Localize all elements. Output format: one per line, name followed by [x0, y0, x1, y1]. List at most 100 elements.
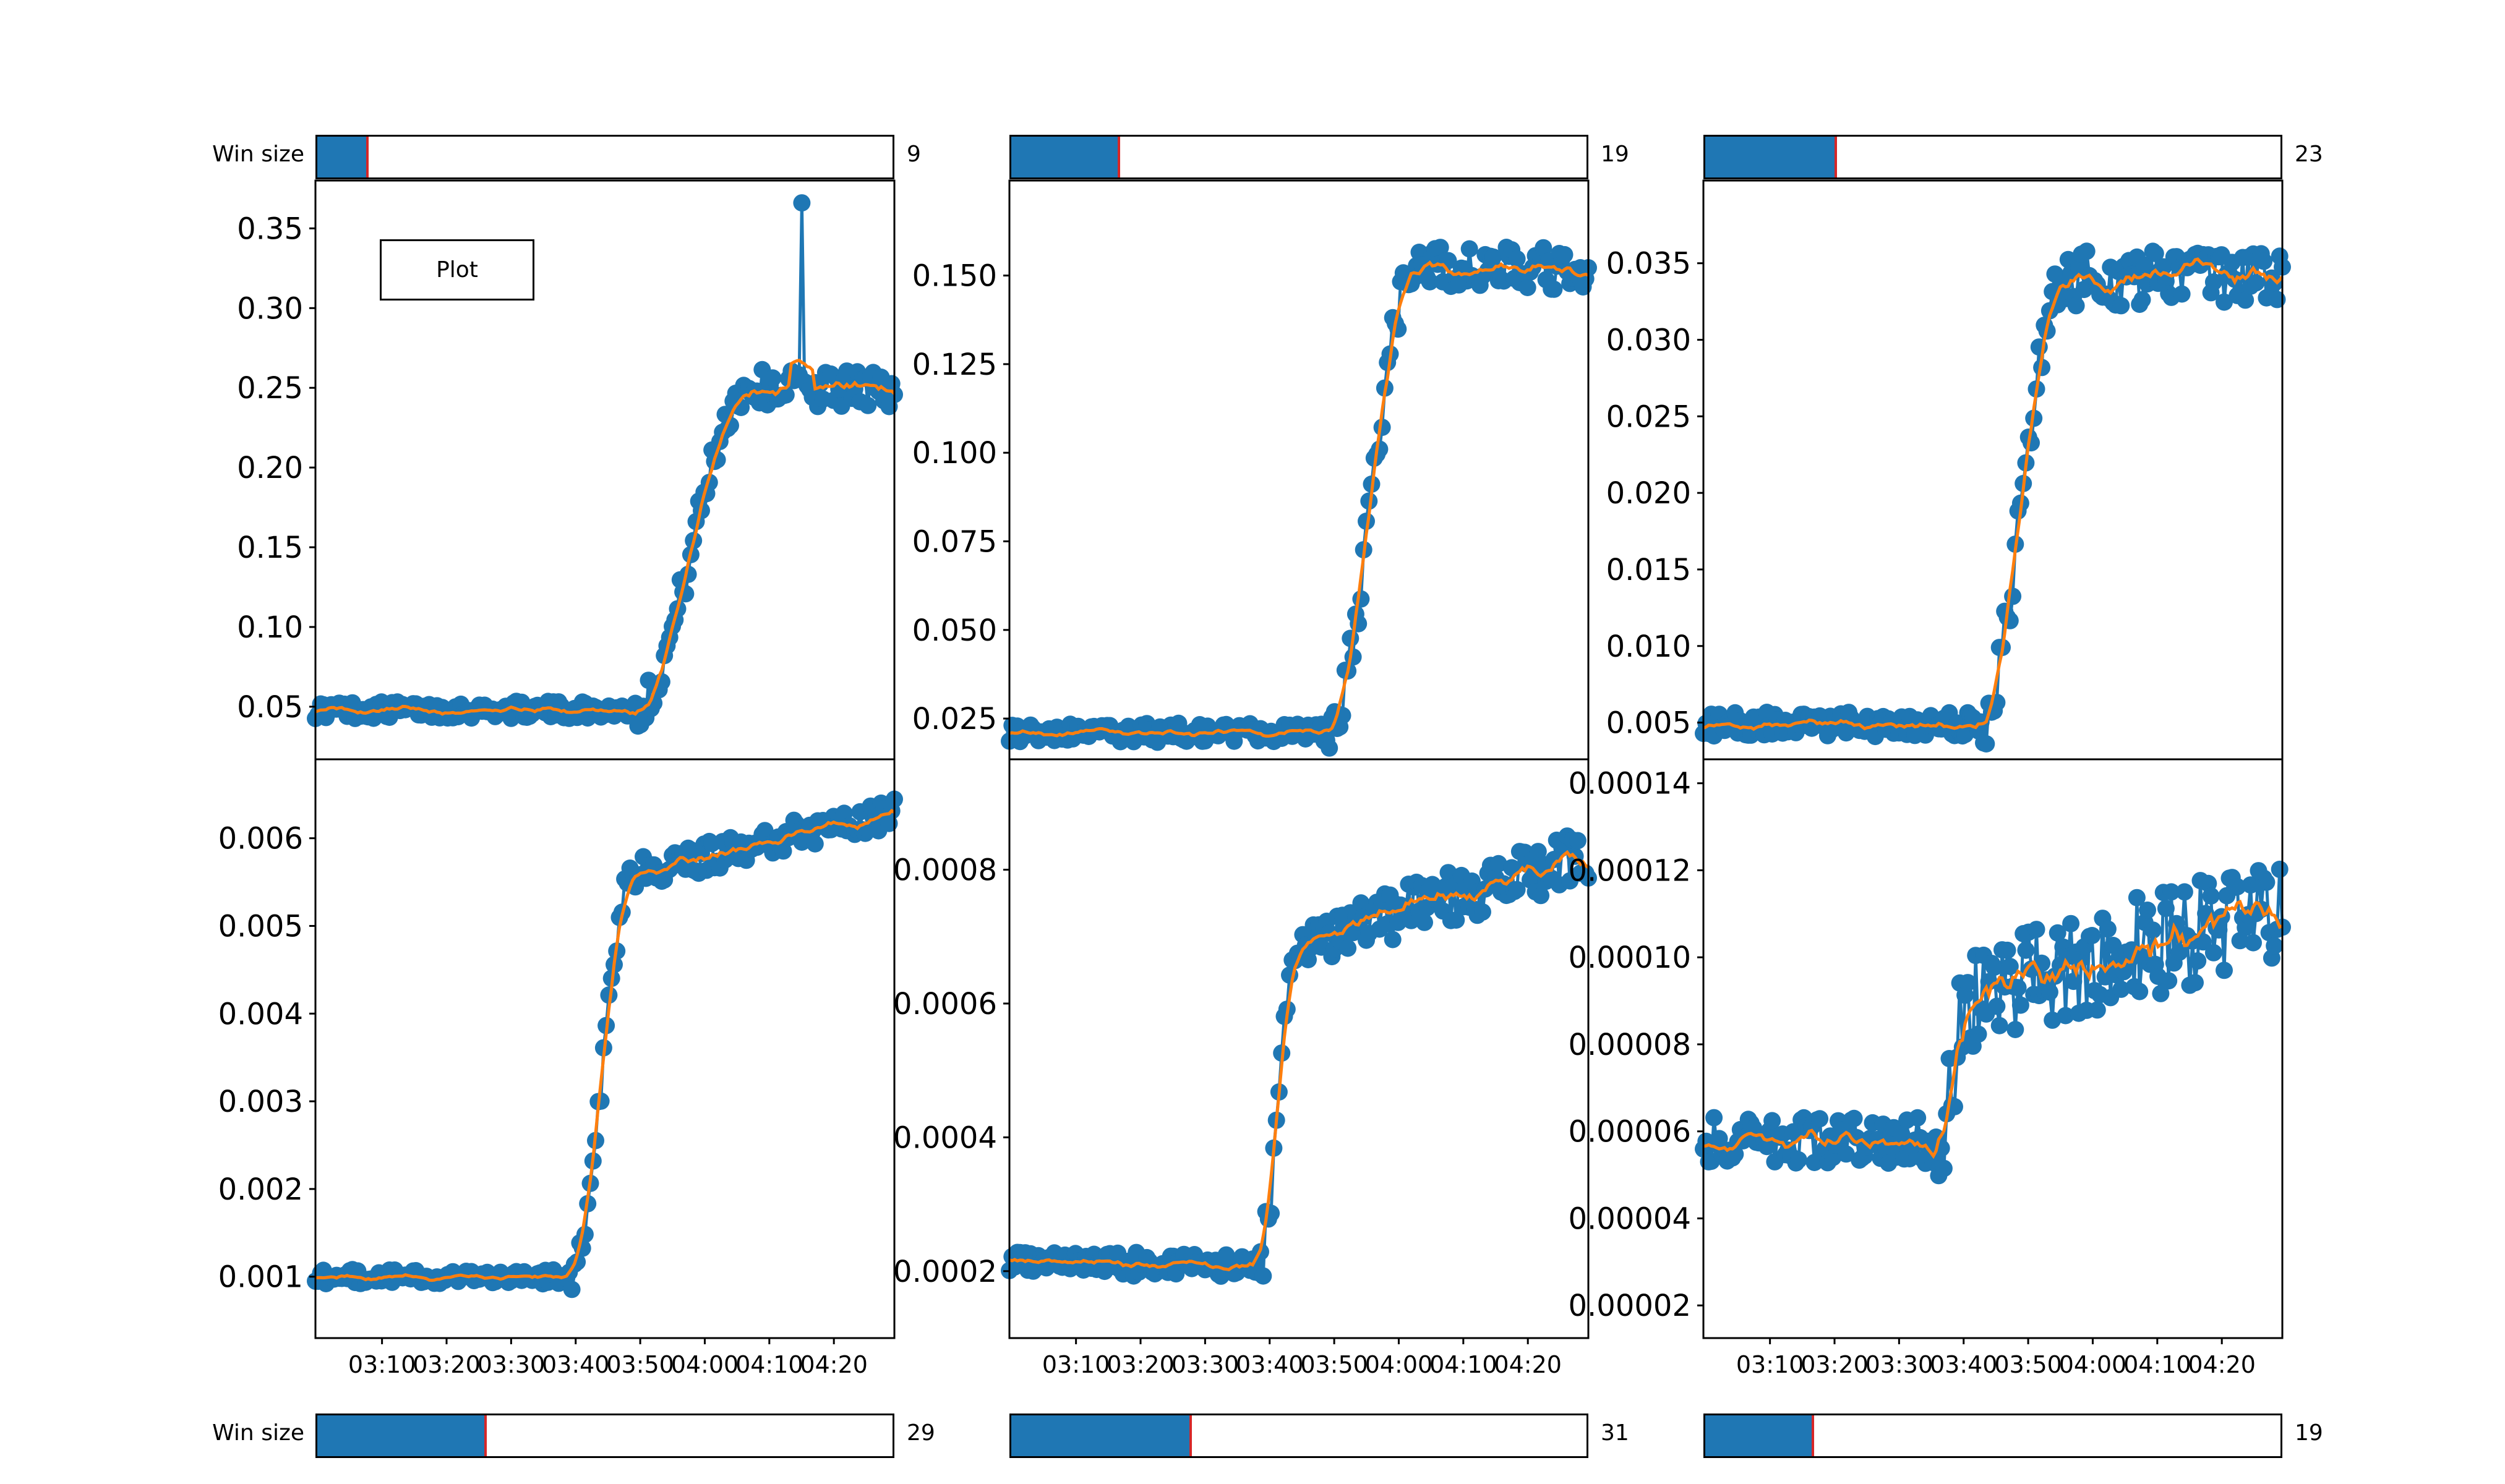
- y-tick-label: 0.00002: [1569, 1289, 1692, 1323]
- window-size-slider-1[interactable]: [315, 135, 894, 179]
- raw-data-point: [1373, 419, 1391, 437]
- window-size-slider-2[interactable]: [1009, 135, 1588, 179]
- window-size-slider-6[interactable]: [1703, 1414, 2282, 1458]
- y-tick-label: 0.025: [1606, 399, 1691, 434]
- smoothed-series-line: [1703, 257, 2284, 731]
- smoothed-series-line: [1009, 260, 1589, 738]
- chart-panel-6: 0.00002 0.00004 0.00006 0.00008 0.00010 0.000…: [1569, 758, 2291, 1378]
- raw-data-point: [756, 822, 774, 840]
- raw-data-point: [2255, 252, 2273, 270]
- raw-data-point: [576, 1226, 594, 1243]
- raw-data-point: [2160, 972, 2178, 990]
- chart-panel-4: 0.001 0.002 0.003 0.004 0.005 0.006 03:1003:20…: [218, 758, 903, 1378]
- raw-data-point: [2112, 980, 2130, 998]
- raw-data-point: [502, 709, 520, 727]
- x-tick-label: 04:10: [735, 1351, 803, 1378]
- plot-button[interactable]: Plot: [380, 239, 534, 301]
- raw-data-point: [2040, 983, 2058, 1001]
- y-tick-label: 0.025: [912, 702, 997, 736]
- raw-data-point: [2065, 973, 2083, 991]
- raw-series-line: [1008, 244, 1590, 749]
- x-tick-label: 04:20: [2188, 1351, 2256, 1378]
- raw-data-point: [1789, 1151, 1807, 1169]
- slider-handle[interactable]: [1835, 137, 1838, 177]
- y-tick-label: 0.20: [237, 451, 303, 485]
- raw-data-point: [1421, 273, 1439, 291]
- slider-value-1: 9: [907, 142, 921, 167]
- raw-data-point: [2057, 1007, 2075, 1025]
- slider-handle[interactable]: [1118, 137, 1121, 177]
- slider-handle[interactable]: [366, 137, 369, 177]
- raw-data-point: [859, 396, 877, 414]
- x-tick-label: 03:40: [1930, 1351, 1998, 1378]
- x-tick-label: 04:20: [1494, 1351, 1562, 1378]
- raw-data-point: [1460, 240, 1478, 258]
- slider-fill: [1011, 137, 1118, 177]
- raw-data-point: [2062, 915, 2080, 932]
- window-size-slider-4[interactable]: [315, 1414, 894, 1458]
- window-size-slider-5[interactable]: [1009, 1414, 1588, 1458]
- slider-value-4: 29: [907, 1420, 935, 1446]
- slider-handle[interactable]: [1189, 1415, 1193, 1456]
- raw-data-point: [2146, 244, 2164, 262]
- raw-data-point: [2157, 900, 2175, 918]
- raw-data-point: [1350, 615, 1368, 633]
- y-tick-label: 0.00012: [1569, 853, 1692, 888]
- raw-data-point: [1416, 913, 1433, 931]
- slider-handle[interactable]: [484, 1415, 487, 1456]
- raw-data-point: [1909, 1109, 1927, 1127]
- raw-data-point: [1532, 887, 1550, 905]
- y-tick-label: 0.25: [237, 371, 303, 406]
- x-tick-label: 04:00: [671, 1351, 739, 1378]
- y-tick-label: 0.050: [912, 613, 997, 648]
- raw-data-point: [2173, 285, 2191, 303]
- raw-data-point: [2104, 937, 2122, 954]
- raw-data-point: [592, 1092, 610, 1110]
- y-tick-label: 0.006: [218, 822, 303, 856]
- raw-data-point: [2028, 921, 2045, 939]
- raw-data-point: [806, 835, 824, 853]
- slider-value-6: 19: [2295, 1420, 2323, 1446]
- slider-value-3: 23: [2295, 142, 2323, 167]
- y-tick-label: 0.020: [1606, 476, 1691, 511]
- raw-data-point: [2189, 952, 2207, 970]
- raw-data-point: [1344, 648, 1362, 666]
- raw-data-point: [1977, 735, 1995, 753]
- raw-data-point: [2006, 1021, 2024, 1038]
- raw-data-point: [1447, 911, 1465, 929]
- window-size-slider-3[interactable]: [1703, 135, 2282, 179]
- y-tick-label: 0.150: [912, 259, 997, 294]
- raw-data-point: [1959, 974, 1977, 992]
- raw-data-point: [1545, 280, 1563, 298]
- raw-data-point: [2078, 242, 2096, 260]
- raw-series-line: [1702, 248, 2284, 746]
- x-tick-label: 04:20: [800, 1351, 868, 1378]
- x-tick-label: 04:00: [2059, 1351, 2127, 1378]
- raw-data-point: [2004, 587, 2022, 605]
- chart-panel-1: 0.05 0.10 0.15 0.20 0.25 0.30 0.35: [237, 179, 903, 761]
- raw-data-point: [2237, 291, 2254, 309]
- slider-handle[interactable]: [1812, 1415, 1815, 1456]
- y-tick-label: 0.002: [218, 1172, 303, 1207]
- x-tick-label: 03:50: [1994, 1351, 2062, 1378]
- slider-fill: [317, 1415, 484, 1456]
- x-tick-label: 03:40: [542, 1351, 610, 1378]
- raw-data-point: [1705, 1109, 1723, 1127]
- raw-data-point: [1474, 903, 1491, 921]
- y-tick-label: 0.00014: [1569, 767, 1692, 801]
- raw-data-point: [1988, 997, 2006, 1015]
- plot-frame: [1702, 758, 2284, 1339]
- raw-data-point: [2175, 883, 2193, 901]
- y-tick-label: 0.030: [1606, 323, 1691, 358]
- x-tick-label: 04:00: [1365, 1351, 1433, 1378]
- y-tick-label: 0.00008: [1569, 1028, 1692, 1062]
- y-tick-label: 0.15: [237, 531, 303, 565]
- x-tick-label: 04:10: [2123, 1351, 2191, 1378]
- y-tick-label: 0.005: [218, 909, 303, 944]
- raw-data-point: [2216, 962, 2233, 979]
- raw-data-point: [2162, 883, 2180, 901]
- raw-data-point: [2133, 291, 2151, 309]
- raw-data-point: [1371, 440, 1389, 458]
- raw-data-point: [2202, 887, 2220, 905]
- y-tick-label: 0.0002: [893, 1255, 997, 1289]
